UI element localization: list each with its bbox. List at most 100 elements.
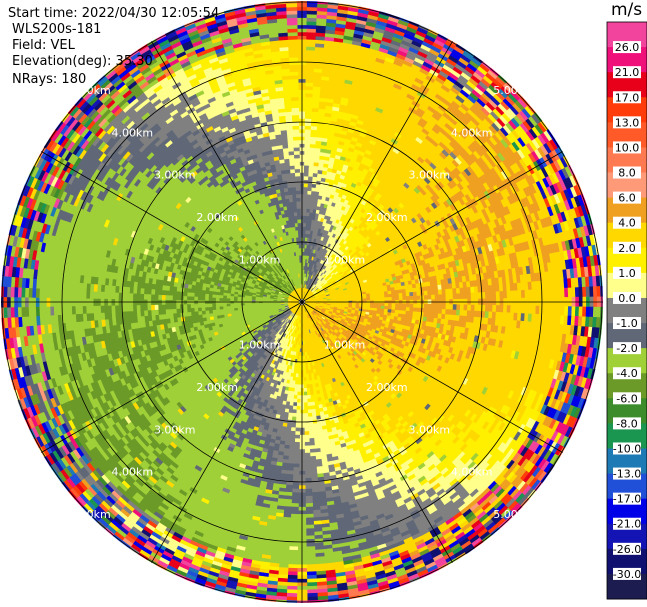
velocity-cell [452, 304, 458, 311]
velocity-cell [597, 381, 603, 394]
velocity-cell [391, 296, 396, 301]
velocity-cell [317, 1, 330, 2]
velocity-cell [413, 303, 418, 309]
velocity-cell [402, 5, 415, 14]
velocity-cell [441, 289, 447, 296]
velocity-cell [596, 359, 603, 372]
velocity-cell [542, 288, 548, 299]
velocity-cell [427, 290, 432, 296]
velocity-cell [485, 36, 498, 47]
velocity-cell [517, 290, 522, 299]
velocity-cell [427, 308, 432, 314]
velocity-cell [328, 1, 340, 3]
velocity-cell [477, 47, 489, 59]
velocity-cell [481, 304, 486, 312]
velocity-cell [434, 303, 440, 310]
velocity-cell [459, 293, 465, 300]
velocity-cell [437, 308, 443, 315]
velocity-cell [416, 1, 429, 8]
velocity-cell [589, 177, 599, 191]
velocity-cell [470, 38, 483, 49]
velocity-cell [543, 88, 555, 101]
velocity-cell [338, 1, 351, 4]
velocity-cell [307, 183, 313, 188]
velocity-cell [553, 95, 565, 108]
velocity-cell [427, 303, 432, 310]
velocity-cell [441, 308, 447, 315]
velocity-cell [308, 165, 315, 170]
velocity-cell [425, 6, 438, 16]
velocity-cell [360, 1, 372, 5]
velocity-cell [474, 292, 479, 300]
velocity-cell [510, 290, 515, 299]
velocity-cell [455, 21, 468, 31]
velocity-cell [440, 25, 453, 35]
velocity-cell [304, 143, 311, 148]
velocity-cell [476, 29, 489, 40]
velocity-cell [430, 20, 444, 30]
velocity-cell [561, 130, 571, 143]
velocity-cell [305, 49, 316, 55]
velocity-cell [495, 291, 501, 299]
velocity-cell [520, 64, 532, 76]
velocity-cell [307, 179, 314, 185]
velocity-cell [558, 119, 569, 132]
velocity-cell [587, 190, 596, 203]
velocity-cell [380, 2, 393, 10]
velocity-cell [419, 307, 425, 314]
velocity-cell [488, 291, 494, 300]
velocity-cell [420, 303, 425, 309]
velocity-cell [387, 296, 393, 301]
velocity-cell [398, 306, 404, 312]
velocity-cell [434, 14, 447, 24]
velocity-cell [524, 289, 530, 299]
velocity-cell [430, 290, 436, 296]
velocity-cell [594, 380, 602, 393]
velocity-cell [416, 307, 421, 313]
velocity-cell [492, 291, 497, 300]
velocity-cell [551, 110, 562, 123]
velocity-cell [467, 304, 472, 312]
velocity-cell [546, 305, 551, 316]
velocity-cell [459, 36, 472, 46]
velocity-cell [597, 186, 603, 200]
velocity-cell [517, 305, 522, 314]
velocity-cell [601, 264, 603, 276]
velocity-cell [395, 303, 400, 308]
velocity-cell [404, 1, 418, 7]
velocity-cell [305, 53, 316, 58]
velocity-cell [424, 10, 437, 19]
velocity-cell [499, 305, 504, 313]
velocity-cell [391, 5, 404, 14]
velocity-cell [538, 289, 544, 299]
velocity-cell [411, 12, 424, 21]
velocity-cell [377, 302, 382, 307]
velocity-cell [573, 123, 584, 136]
velocity-cell [391, 303, 396, 308]
velocity-cell [308, 161, 315, 167]
velocity-cell [546, 288, 551, 299]
velocity-cell [588, 166, 598, 179]
velocity-cell [576, 134, 586, 148]
velocity-cell [423, 290, 429, 296]
velocity-cell [303, 182, 309, 188]
velocity-cell [600, 285, 603, 298]
velocity-cell [387, 303, 393, 308]
velocity-cell [423, 295, 429, 301]
velocity-cell [507, 62, 519, 74]
velocity-cell [468, 41, 481, 52]
velocity-cell [402, 306, 407, 312]
velocity-cell [590, 189, 599, 202]
velocity-cell [596, 175, 603, 188]
velocity-cell [304, 157, 310, 163]
velocity-cell [416, 303, 422, 309]
velocity-cell [303, 190, 309, 195]
velocity-cell [514, 54, 526, 66]
velocity-cell [307, 193, 312, 199]
velocity-cell [302, 222, 307, 227]
velocity-cell [570, 138, 580, 151]
velocity-cell [376, 294, 382, 299]
velocity-cell [449, 304, 454, 311]
velocity-cell [566, 113, 578, 126]
velocity-cell [583, 156, 593, 169]
